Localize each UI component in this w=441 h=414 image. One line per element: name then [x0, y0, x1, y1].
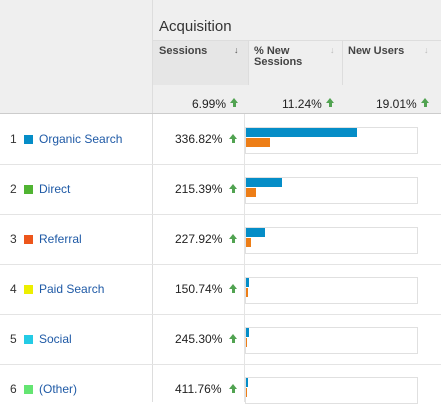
sessions-bar [246, 378, 248, 387]
bar-cell [245, 177, 418, 204]
sort-arrow-icon: ↓ [234, 45, 239, 55]
totals-row-bg [153, 85, 441, 113]
row-number: 2 [10, 182, 17, 196]
sessions-bar [246, 228, 265, 237]
column-label-new-users: New Users [348, 45, 405, 57]
total-sessions: 6.99% [192, 97, 227, 111]
column-divider-1 [248, 41, 249, 113]
trend-up-icon [229, 284, 237, 293]
new-users-bar [246, 188, 256, 197]
new-users-bar [246, 288, 248, 297]
new-users-bar [246, 238, 251, 247]
group-title: Acquisition [159, 18, 232, 35]
channel-color-swatch [24, 335, 33, 344]
row-number: 1 [10, 132, 17, 146]
channel-color-swatch [24, 385, 33, 394]
sessions-change-value: 411.76% [175, 382, 222, 396]
sessions-change-value: 336.82% [175, 132, 223, 146]
channel-link[interactable]: Paid Search [39, 282, 105, 296]
sort-arrow-icon: ↓ [424, 45, 429, 55]
sessions-bar [246, 328, 249, 337]
channel-link[interactable]: Referral [39, 232, 82, 246]
bar-cell [245, 277, 418, 304]
sessions-bar [246, 278, 249, 287]
sessions-bar [246, 128, 357, 137]
trend-up-icon [230, 98, 238, 107]
channel-link[interactable]: (Other) [39, 382, 78, 396]
total-new-users: 19.01% [376, 97, 417, 111]
channel-link[interactable]: Social [39, 332, 72, 346]
bar-cell [245, 377, 418, 404]
sessions-change-value: 227.92% [175, 232, 223, 246]
channel-color-swatch [24, 235, 33, 244]
column-divider-2 [342, 41, 343, 113]
bar-cell [245, 127, 418, 154]
trend-up-icon [229, 234, 237, 243]
channel-color-swatch [24, 185, 33, 194]
left-spacer-divider [152, 0, 153, 113]
body-divider-left [152, 114, 153, 402]
column-header-sessions[interactable] [153, 41, 248, 85]
new-users-bar [246, 338, 247, 347]
row-number: 5 [10, 332, 17, 346]
body-divider-value [244, 114, 245, 402]
row-divider [0, 214, 441, 215]
row-divider [0, 264, 441, 265]
left-spacer-bg [0, 0, 152, 113]
total-pct-new-sessions: 11.24% [282, 97, 322, 111]
sessions-change-value: 245.30% [175, 332, 223, 346]
row-number: 3 [10, 232, 17, 246]
trend-up-icon [326, 98, 334, 107]
row-divider [0, 164, 441, 165]
row-divider [0, 314, 441, 315]
row-divider [0, 364, 441, 365]
sessions-change-value: 215.39% [175, 182, 223, 196]
trend-up-icon [229, 334, 237, 343]
channel-link[interactable]: Direct [39, 182, 71, 196]
sessions-change-value: 150.74% [175, 282, 223, 296]
channel-color-swatch [24, 135, 33, 144]
bar-cell [245, 327, 418, 354]
sessions-bar [246, 178, 282, 187]
trend-up-icon [229, 384, 237, 393]
channel-link[interactable]: Organic Search [39, 132, 123, 146]
trend-up-icon [229, 184, 237, 193]
row-number: 4 [10, 282, 17, 296]
row-number: 6 [10, 382, 17, 396]
sort-arrow-icon: ↓ [330, 45, 335, 55]
column-label-sessions: Sessions [159, 45, 208, 57]
channel-color-swatch [24, 285, 33, 294]
header-bottom-border [0, 113, 441, 114]
trend-up-icon [229, 134, 237, 143]
group-title-underline [153, 40, 441, 41]
new-users-bar [246, 388, 247, 397]
trend-up-icon [421, 98, 429, 107]
acquisition-table: Acquisition Sessions ↓ % New Sessions ↓ … [0, 0, 441, 404]
new-users-bar [246, 138, 270, 147]
column-label-pct-new-sessions: % New Sessions [254, 45, 303, 68]
bar-cell [245, 227, 418, 254]
